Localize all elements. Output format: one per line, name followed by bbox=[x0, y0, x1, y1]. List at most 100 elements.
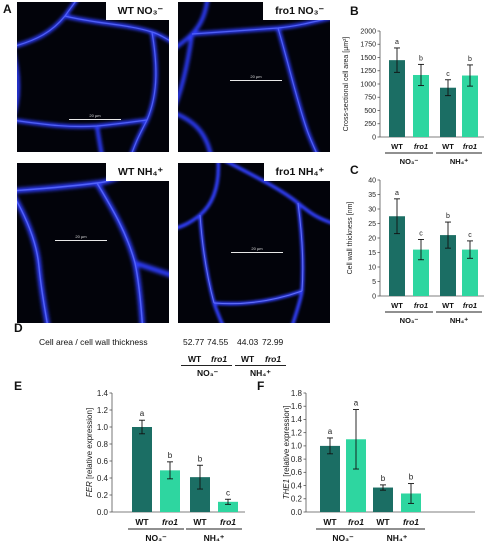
category-label: WT bbox=[193, 517, 207, 527]
significance-letter: b bbox=[419, 55, 423, 62]
category-label: fro1 bbox=[403, 517, 419, 527]
y-tick-label: 1.2 bbox=[291, 428, 303, 437]
bar bbox=[389, 216, 405, 296]
category-label: fro1 bbox=[220, 517, 236, 527]
micrograph-fro1-ammonium: 20 µm fro1 NH₄⁺ bbox=[178, 163, 330, 323]
y-tick-label: 25 bbox=[368, 221, 376, 228]
scale-bar-label: 20 µm bbox=[75, 234, 87, 239]
category-label: fro1 bbox=[463, 142, 477, 151]
y-tick-label: 0.0 bbox=[97, 508, 109, 517]
y-tick-label: 0.2 bbox=[291, 495, 303, 504]
micrograph-fro1-nitrate: 20 µm fro1 NO₃⁻ bbox=[178, 2, 330, 152]
category-label: fro1 bbox=[414, 301, 428, 310]
significance-letter: b bbox=[168, 451, 173, 460]
ratio-value: 74.55 bbox=[207, 337, 229, 347]
bar bbox=[346, 439, 366, 512]
category-label: WT bbox=[391, 142, 403, 151]
group-label: NO₃⁻ bbox=[332, 533, 354, 543]
y-axis-label: FER [relative expression] bbox=[85, 408, 94, 497]
ratio-value: 72.99 bbox=[262, 337, 284, 347]
category-label: WT bbox=[135, 517, 149, 527]
significance-letter: b bbox=[446, 213, 450, 220]
ratio-value: 52.77 bbox=[183, 337, 205, 347]
scale-bar-label: 20 µm bbox=[250, 74, 262, 79]
group-label: NH₄⁺ bbox=[204, 533, 225, 543]
y-tick-label: 0 bbox=[372, 293, 376, 300]
y-axis-label: Cross-sectional cell area [µm²] bbox=[343, 37, 350, 132]
category-label: fro1 bbox=[162, 517, 178, 527]
significance-letter: b bbox=[198, 454, 203, 463]
micrograph-label: fro1 NH₄⁺ bbox=[263, 163, 330, 181]
group-divider bbox=[235, 365, 286, 366]
bar bbox=[440, 235, 456, 296]
ratio-table: Cell area / cell wall thickness 52.77 74… bbox=[0, 332, 484, 382]
significance-letter: b bbox=[468, 56, 472, 63]
y-tick-label: 15 bbox=[368, 250, 376, 257]
micrograph-wt-ammonium: 20 µm WT NH₄⁺ bbox=[17, 163, 169, 323]
genotype-label: WT bbox=[241, 354, 255, 364]
bar bbox=[373, 487, 393, 512]
scale-bar bbox=[55, 240, 107, 241]
significance-letter: c bbox=[419, 230, 423, 237]
scale-bar bbox=[231, 252, 283, 253]
y-tick-label: 1.0 bbox=[291, 442, 303, 451]
group-label: NH₄⁺ bbox=[450, 157, 468, 165]
bar bbox=[160, 470, 180, 512]
bar bbox=[462, 249, 478, 296]
cell-outline-image bbox=[17, 163, 169, 323]
significance-letter: b bbox=[409, 473, 414, 482]
chart-e-fer-expression: 0.0 0.2 0.4 0.6 0.8 1.0 1.2 1.4 FER [relative ex… bbox=[85, 389, 245, 543]
bar bbox=[413, 74, 429, 137]
y-tick-label: 0.8 bbox=[97, 440, 109, 449]
significance-letter: b bbox=[381, 474, 386, 483]
micrograph-label: fro1 NO₃⁻ bbox=[263, 2, 330, 20]
scale-bar-label: 20 µm bbox=[89, 113, 101, 118]
y-tick-label: 1250 bbox=[360, 68, 376, 75]
category-label: fro1 bbox=[414, 142, 428, 151]
group-divider bbox=[181, 365, 232, 366]
y-tick-label: 0.4 bbox=[291, 481, 303, 490]
panel-letter-d: D bbox=[14, 321, 23, 335]
bar bbox=[218, 501, 238, 512]
panel-letter-f: F bbox=[257, 379, 265, 393]
y-tick-label: 1750 bbox=[360, 42, 376, 49]
cell-outline-image bbox=[178, 163, 330, 323]
genotype-label: fro1 bbox=[265, 354, 282, 364]
genotype-label: WT bbox=[188, 354, 202, 364]
bar bbox=[320, 445, 340, 512]
y-tick-label: 30 bbox=[368, 206, 376, 213]
y-tick-label: 5 bbox=[372, 279, 376, 286]
y-tick-label: 0.2 bbox=[97, 491, 109, 500]
ratio-row-label: Cell area / cell wall thickness bbox=[39, 337, 148, 347]
scale-bar bbox=[69, 119, 121, 120]
category-label: fro1 bbox=[348, 517, 364, 527]
significance-letter: c bbox=[446, 71, 450, 78]
significance-letter: a bbox=[354, 399, 359, 408]
y-tick-label: 1.0 bbox=[97, 423, 109, 432]
category-label: WT bbox=[376, 517, 390, 527]
y-tick-label: 1500 bbox=[360, 55, 376, 62]
y-tick-label: 250 bbox=[364, 121, 376, 128]
y-tick-label: 0.6 bbox=[97, 457, 109, 466]
y-tick-label: 1.6 bbox=[291, 402, 303, 411]
significance-letter: a bbox=[140, 409, 145, 418]
group-label: NH₄⁺ bbox=[387, 533, 408, 543]
bar bbox=[440, 87, 456, 137]
y-tick-label: 20 bbox=[368, 235, 376, 242]
category-label: WT bbox=[391, 301, 403, 310]
group-label: NO₃⁻ bbox=[400, 157, 419, 165]
group-label-ammonium: NH₄⁺ bbox=[250, 368, 271, 378]
y-tick-label: 1.4 bbox=[97, 389, 109, 398]
scale-bar-label: 20 µm bbox=[251, 246, 263, 251]
y-tick-label: 40 bbox=[368, 177, 376, 184]
y-tick-label: 500 bbox=[364, 108, 376, 115]
panel-letter-b: B bbox=[350, 4, 359, 18]
y-tick-label: 0.6 bbox=[291, 468, 303, 477]
y-tick-label: 1.2 bbox=[97, 406, 109, 415]
y-tick-label: 35 bbox=[368, 192, 376, 199]
group-label: NH₄⁺ bbox=[450, 316, 468, 325]
y-tick-label: 1.8 bbox=[291, 389, 303, 398]
group-label-nitrate: NO₃⁻ bbox=[197, 368, 219, 378]
y-tick-label: 0.0 bbox=[291, 508, 303, 517]
